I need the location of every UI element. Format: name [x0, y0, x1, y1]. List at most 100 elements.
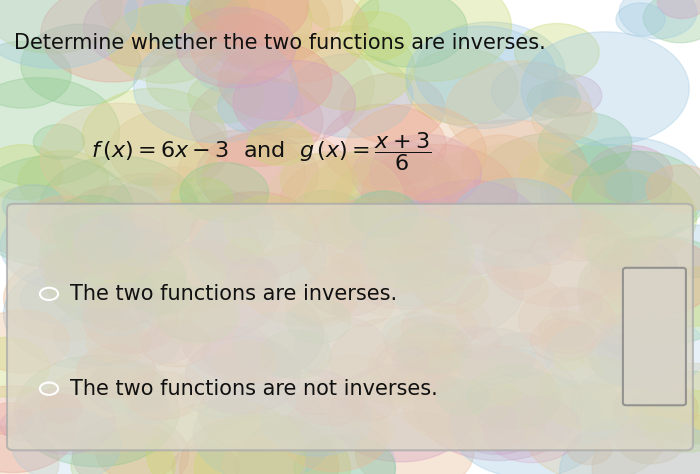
Circle shape: [351, 0, 512, 81]
Circle shape: [190, 0, 309, 46]
Circle shape: [294, 434, 396, 474]
Circle shape: [286, 279, 356, 326]
Circle shape: [74, 212, 172, 280]
Circle shape: [491, 63, 577, 120]
Circle shape: [34, 124, 85, 159]
Circle shape: [330, 318, 457, 404]
Circle shape: [547, 137, 700, 244]
Circle shape: [385, 316, 465, 370]
Circle shape: [225, 238, 262, 264]
Text: Determine whether the two functions are inverses.: Determine whether the two functions are …: [14, 33, 546, 53]
Circle shape: [186, 336, 301, 414]
Circle shape: [244, 245, 363, 326]
Circle shape: [107, 4, 224, 83]
Circle shape: [0, 156, 134, 267]
Circle shape: [377, 261, 442, 306]
Circle shape: [350, 191, 418, 237]
Circle shape: [195, 416, 351, 474]
Circle shape: [121, 362, 205, 419]
Circle shape: [542, 321, 598, 360]
Circle shape: [81, 173, 211, 261]
Circle shape: [193, 387, 333, 474]
Circle shape: [342, 223, 468, 309]
Circle shape: [196, 52, 256, 92]
Circle shape: [598, 336, 643, 365]
Circle shape: [82, 88, 226, 186]
Circle shape: [41, 213, 131, 274]
Circle shape: [440, 142, 604, 253]
Circle shape: [15, 356, 179, 467]
Circle shape: [322, 104, 446, 188]
Circle shape: [41, 0, 185, 82]
Circle shape: [605, 240, 677, 289]
Circle shape: [4, 260, 164, 368]
Circle shape: [330, 252, 366, 277]
Circle shape: [160, 294, 202, 323]
Circle shape: [361, 145, 517, 250]
Circle shape: [330, 203, 386, 241]
Circle shape: [369, 335, 461, 398]
Circle shape: [190, 191, 319, 279]
Circle shape: [573, 151, 700, 242]
Circle shape: [77, 282, 156, 336]
Circle shape: [657, 0, 700, 18]
Circle shape: [417, 266, 488, 314]
Circle shape: [280, 156, 419, 250]
Circle shape: [248, 121, 312, 165]
Circle shape: [82, 283, 153, 330]
Circle shape: [619, 0, 697, 39]
Circle shape: [64, 186, 167, 256]
Circle shape: [162, 190, 274, 265]
Circle shape: [304, 146, 470, 259]
Circle shape: [514, 24, 599, 81]
Circle shape: [54, 306, 141, 365]
Circle shape: [289, 54, 413, 137]
Circle shape: [493, 250, 551, 289]
Circle shape: [646, 165, 700, 212]
Circle shape: [281, 154, 358, 206]
Circle shape: [220, 267, 276, 304]
Circle shape: [180, 413, 339, 474]
Circle shape: [0, 386, 77, 473]
Circle shape: [18, 150, 108, 211]
Circle shape: [44, 236, 151, 309]
Circle shape: [538, 112, 632, 176]
Circle shape: [141, 328, 193, 363]
Circle shape: [449, 389, 546, 455]
Circle shape: [406, 49, 518, 125]
Circle shape: [20, 274, 93, 323]
Circle shape: [547, 219, 610, 261]
Circle shape: [280, 398, 388, 472]
Circle shape: [190, 209, 326, 301]
Circle shape: [2, 185, 64, 227]
Circle shape: [365, 218, 474, 291]
Circle shape: [308, 263, 387, 316]
Circle shape: [560, 416, 700, 474]
Circle shape: [290, 26, 414, 110]
Circle shape: [67, 230, 148, 284]
Circle shape: [191, 15, 293, 83]
Circle shape: [616, 3, 665, 36]
Circle shape: [450, 373, 606, 474]
Circle shape: [72, 415, 189, 474]
Circle shape: [643, 0, 700, 43]
Circle shape: [331, 155, 465, 246]
Circle shape: [202, 327, 274, 376]
Circle shape: [545, 323, 644, 390]
Circle shape: [233, 61, 356, 144]
Circle shape: [341, 245, 447, 316]
Circle shape: [402, 219, 451, 252]
Circle shape: [172, 445, 239, 474]
Circle shape: [38, 156, 199, 264]
Circle shape: [223, 437, 305, 474]
Circle shape: [17, 387, 116, 454]
Circle shape: [55, 210, 137, 265]
Circle shape: [340, 12, 412, 60]
Circle shape: [341, 191, 428, 250]
Circle shape: [646, 266, 700, 327]
Circle shape: [641, 390, 700, 452]
Circle shape: [211, 18, 288, 70]
Circle shape: [83, 0, 201, 67]
Circle shape: [376, 339, 452, 391]
Circle shape: [178, 356, 269, 417]
